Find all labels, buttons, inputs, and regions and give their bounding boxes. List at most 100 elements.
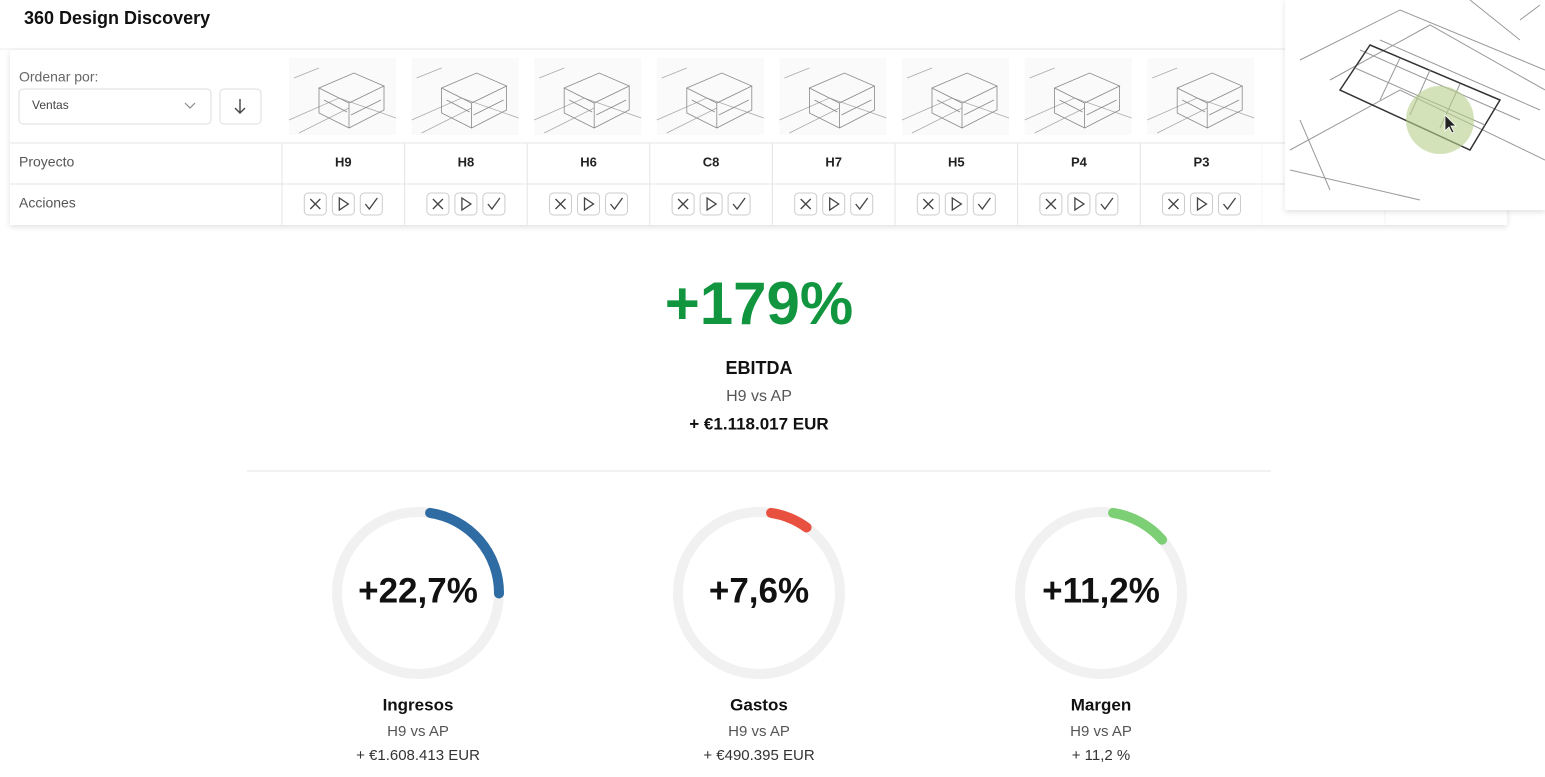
sort-value: Ventas bbox=[32, 98, 69, 112]
sort-label: Ordenar por: bbox=[19, 69, 98, 85]
button-icon bbox=[922, 198, 934, 210]
gauge-track bbox=[1015, 507, 1187, 679]
project-name[interactable]: P4 bbox=[1071, 154, 1088, 169]
reject-button[interactable] bbox=[916, 192, 940, 216]
project-thumbnail[interactable] bbox=[411, 58, 519, 135]
button-frame bbox=[605, 192, 628, 216]
button-frame bbox=[577, 192, 600, 216]
button-frame bbox=[699, 192, 723, 216]
accept-button[interactable] bbox=[972, 192, 996, 216]
button-icon bbox=[461, 196, 473, 212]
button-icon bbox=[1100, 197, 1114, 211]
accept-button[interactable] bbox=[359, 192, 383, 216]
button-icon bbox=[951, 196, 963, 212]
thumbnail-frame bbox=[1024, 58, 1132, 135]
thumbnail-frame bbox=[289, 58, 396, 135]
row-label: Proyecto bbox=[19, 154, 74, 170]
project-thumbnail[interactable] bbox=[1147, 58, 1255, 135]
button-icon bbox=[1168, 198, 1179, 210]
gauge-name: Margen bbox=[1071, 695, 1131, 714]
accept-button[interactable] bbox=[850, 192, 874, 216]
project-name[interactable]: H9 bbox=[335, 154, 352, 169]
gauge-name: Ingresos bbox=[383, 695, 454, 714]
button-icon bbox=[487, 197, 501, 211]
button-icon bbox=[677, 198, 689, 210]
project-thumbnail[interactable] bbox=[901, 58, 1010, 135]
button-icon bbox=[1222, 197, 1237, 211]
thumbnail-frame bbox=[779, 58, 887, 135]
button-icon bbox=[800, 198, 812, 210]
accept-button[interactable] bbox=[1095, 192, 1119, 216]
sort-direction-button[interactable] bbox=[219, 88, 262, 125]
preview-overlay bbox=[1285, 0, 1545, 210]
button-icon bbox=[732, 197, 746, 211]
project-name[interactable]: H7 bbox=[825, 154, 842, 169]
button-frame bbox=[454, 192, 478, 216]
button-icon bbox=[583, 196, 595, 212]
play-button[interactable] bbox=[822, 192, 846, 216]
reject-button[interactable] bbox=[671, 192, 695, 216]
button-icon bbox=[1045, 198, 1057, 210]
reject-button[interactable] bbox=[426, 192, 450, 216]
accept-button[interactable] bbox=[605, 192, 628, 216]
reject-button[interactable] bbox=[1162, 192, 1185, 216]
reject-button[interactable] bbox=[549, 192, 572, 216]
reject-button[interactable] bbox=[303, 192, 327, 216]
project-columns: H9 H8 H6 C8 H7 H5 P4 P3 bbox=[281, 58, 1255, 225]
play-button[interactable] bbox=[699, 192, 723, 216]
gauge-track bbox=[673, 507, 845, 679]
accept-button[interactable] bbox=[1218, 192, 1241, 216]
ebitda-value: +179% bbox=[665, 270, 854, 337]
thumbnail-frame bbox=[902, 58, 1009, 135]
gauge-arc bbox=[1108, 507, 1168, 545]
button-icon bbox=[432, 198, 444, 210]
thumbnail-building bbox=[1053, 72, 1121, 129]
button-icon bbox=[609, 197, 624, 211]
project-thumbnail[interactable] bbox=[779, 58, 887, 135]
play-button[interactable] bbox=[1067, 192, 1091, 216]
gauge-label: +7,6% bbox=[709, 571, 809, 610]
reject-button[interactable] bbox=[1039, 192, 1063, 216]
project-name[interactable]: H6 bbox=[580, 154, 597, 169]
sort-dropdown[interactable]: Ventas bbox=[18, 88, 212, 125]
project-thumbnail[interactable] bbox=[534, 58, 642, 135]
thumbnail-building bbox=[563, 72, 631, 129]
button-icon bbox=[364, 197, 378, 211]
button-frame bbox=[822, 192, 846, 216]
button-frame bbox=[331, 192, 355, 216]
button-icon bbox=[1074, 196, 1086, 212]
button-frame bbox=[1218, 192, 1241, 216]
play-button[interactable] bbox=[1190, 192, 1213, 216]
reject-button[interactable] bbox=[794, 192, 818, 216]
thumbnail-building bbox=[685, 72, 753, 129]
button-frame bbox=[850, 192, 874, 216]
accept-button[interactable] bbox=[727, 192, 751, 216]
gauge-amount: + €490.395 EUR bbox=[703, 747, 814, 764]
button-frame bbox=[359, 192, 383, 216]
accept-button[interactable] bbox=[482, 192, 506, 216]
gauge-comparison: H9 vs AP bbox=[728, 723, 790, 740]
play-button[interactable] bbox=[454, 192, 478, 216]
project-thumbnail[interactable] bbox=[288, 58, 397, 135]
project-thumbnail[interactable] bbox=[656, 58, 764, 135]
button-frame bbox=[1095, 192, 1119, 216]
thumbnail-building bbox=[931, 72, 998, 129]
button-frame bbox=[727, 192, 751, 216]
play-button[interactable] bbox=[331, 192, 355, 216]
play-button[interactable] bbox=[944, 192, 968, 216]
thumbnail-frame bbox=[534, 58, 642, 135]
button-icon bbox=[977, 197, 991, 211]
thumbnail-frame bbox=[656, 58, 764, 135]
gauge-arc bbox=[766, 507, 812, 533]
thumbnail-building bbox=[1176, 72, 1244, 129]
project-name[interactable]: C8 bbox=[703, 154, 720, 169]
project-name[interactable]: H5 bbox=[948, 154, 965, 169]
thumbnail-building bbox=[440, 72, 508, 129]
project-name[interactable]: H8 bbox=[458, 154, 475, 169]
app-title: 360 Design Discovery bbox=[24, 8, 210, 28]
button-icon bbox=[309, 198, 321, 210]
play-button[interactable] bbox=[577, 192, 600, 216]
project-name[interactable]: P3 bbox=[1194, 154, 1210, 169]
gauge-label: +22,7% bbox=[358, 571, 478, 610]
project-thumbnail[interactable] bbox=[1024, 58, 1132, 135]
